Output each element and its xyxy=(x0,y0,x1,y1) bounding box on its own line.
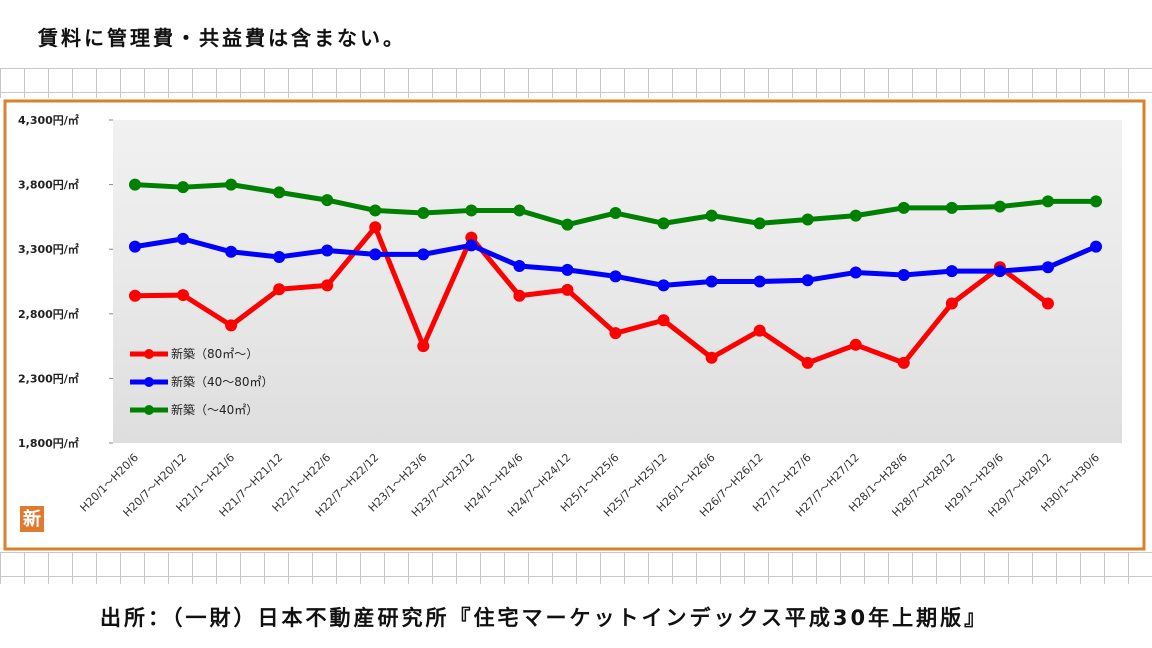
data-point xyxy=(321,279,334,292)
data-point xyxy=(273,250,286,263)
data-point xyxy=(1041,195,1054,208)
data-point xyxy=(321,194,334,207)
data-point xyxy=(705,351,718,364)
data-point xyxy=(369,204,382,217)
data-point xyxy=(801,274,814,287)
sheet-cells xyxy=(0,552,1152,584)
data-point xyxy=(561,283,574,296)
data-point xyxy=(1090,195,1102,208)
data-point xyxy=(705,209,718,222)
data-point xyxy=(129,289,141,302)
data-point xyxy=(657,279,670,292)
data-point xyxy=(897,356,910,369)
data-point xyxy=(609,327,622,340)
badge-bg xyxy=(20,506,44,532)
legend-marker xyxy=(144,377,154,387)
data-point xyxy=(993,265,1006,278)
data-point xyxy=(753,217,766,230)
y-tick-label: 1,800円/㎡ xyxy=(18,436,79,450)
data-point xyxy=(801,213,814,226)
data-point xyxy=(513,259,526,272)
source-note: 出所：（一財）日本不動産研究所『住宅マーケットインデックス平成30年上期版』 xyxy=(100,606,989,630)
data-point xyxy=(177,232,190,245)
y-tick-label: 3,800円/㎡ xyxy=(18,178,79,192)
data-point xyxy=(177,289,190,302)
data-point xyxy=(753,324,766,337)
data-point xyxy=(129,178,141,191)
data-point xyxy=(705,275,718,288)
data-point xyxy=(369,248,382,261)
legend-label: 新築（80㎡～） xyxy=(171,346,258,361)
data-point xyxy=(561,218,574,231)
data-point xyxy=(609,207,622,220)
data-point xyxy=(993,200,1006,213)
data-point xyxy=(417,248,430,261)
data-point xyxy=(273,186,286,199)
legend-marker xyxy=(144,349,154,359)
data-point xyxy=(897,269,910,282)
y-tick-label: 4,300円/㎡ xyxy=(18,113,79,127)
data-point xyxy=(417,207,430,220)
data-point xyxy=(369,221,382,234)
legend-label: 新築（40～80㎡） xyxy=(171,374,274,389)
data-point xyxy=(417,340,430,353)
data-point xyxy=(129,240,141,253)
data-point xyxy=(897,201,910,214)
data-point xyxy=(657,217,670,230)
data-point xyxy=(849,209,862,222)
data-point xyxy=(945,201,958,214)
data-point xyxy=(273,283,286,296)
data-point xyxy=(753,275,766,288)
data-point xyxy=(561,263,574,276)
sheet-cells xyxy=(0,68,1152,98)
data-point xyxy=(849,266,862,279)
data-point xyxy=(225,245,238,258)
data-point xyxy=(849,338,862,351)
data-point xyxy=(1041,261,1054,274)
badge: 新 xyxy=(23,508,41,530)
y-tick-label: 3,300円/㎡ xyxy=(18,242,79,256)
data-point xyxy=(945,265,958,278)
legend-label: 新築（～40㎡） xyxy=(171,402,258,417)
data-point xyxy=(465,239,478,252)
data-point xyxy=(657,314,670,327)
data-point xyxy=(321,244,334,257)
data-point xyxy=(225,319,238,332)
data-point xyxy=(1090,240,1102,253)
y-tick-label: 2,800円/㎡ xyxy=(18,307,79,321)
legend-marker xyxy=(144,405,154,415)
data-point xyxy=(177,181,190,194)
data-point xyxy=(1041,297,1054,310)
data-point xyxy=(225,178,238,191)
data-point xyxy=(465,204,478,217)
data-point xyxy=(609,270,622,283)
data-point xyxy=(513,204,526,217)
series-line xyxy=(134,224,1050,366)
data-point xyxy=(801,356,814,369)
y-tick-label: 2,300円/㎡ xyxy=(18,371,79,385)
header-note: 賃料に管理費・共益費は含まない。 xyxy=(38,26,406,50)
data-point xyxy=(945,297,958,310)
data-point xyxy=(513,289,526,302)
